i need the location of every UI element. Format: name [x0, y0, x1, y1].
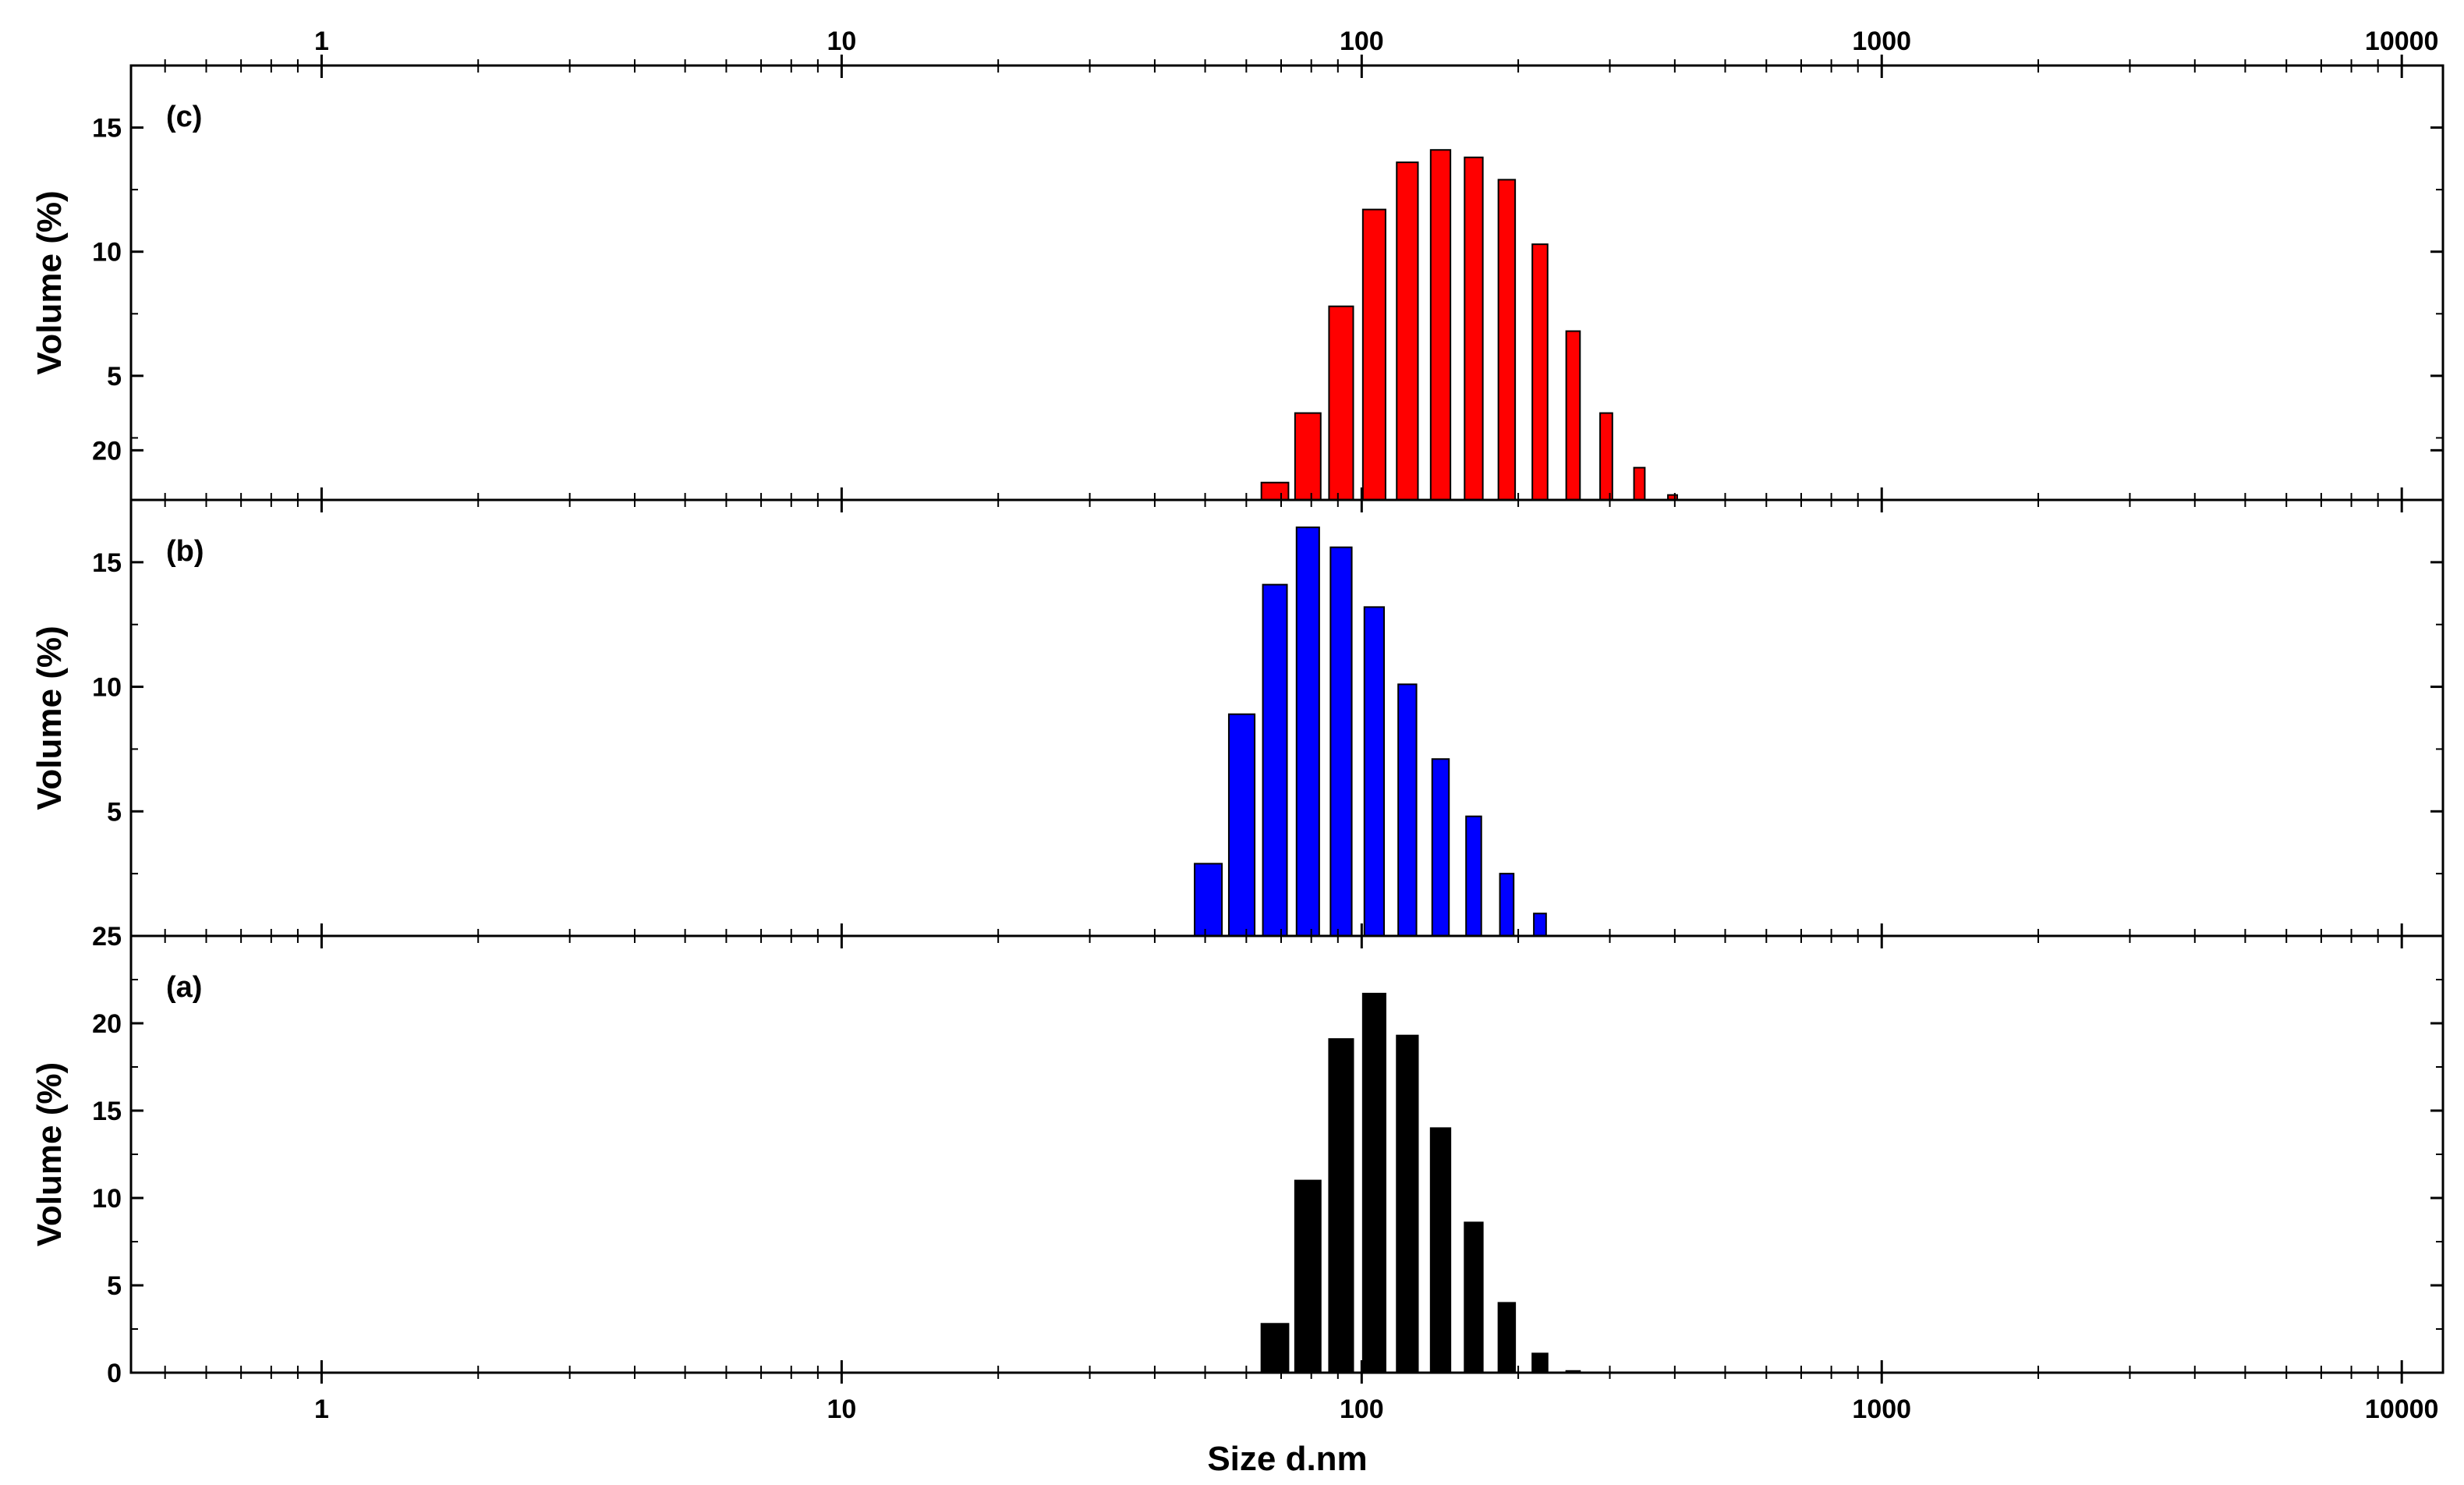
bar-a-1: [1294, 1179, 1322, 1373]
bar-c-8: [1531, 243, 1549, 501]
bar-b-2: [1262, 583, 1288, 937]
bar-c-3: [1361, 208, 1386, 501]
x-tick-label-top: 10: [827, 27, 856, 56]
x-tick-label: 10: [827, 1395, 856, 1424]
bar-a-3: [1361, 992, 1386, 1374]
bar-b-9: [1499, 873, 1515, 937]
y-axis-title: Volume (%): [30, 190, 69, 374]
x-tick-label: 10000: [2365, 1395, 2439, 1424]
bar-c-1: [1294, 412, 1322, 501]
y-tick-label: 25: [92, 922, 122, 952]
y-tick-label: 20: [92, 436, 122, 466]
bar-a-7: [1497, 1302, 1517, 1374]
bar-a-5: [1429, 1127, 1452, 1374]
y-tick-label: 10: [92, 238, 122, 268]
bar-c-0: [1260, 481, 1290, 501]
panel-frame-a: [129, 934, 2445, 1374]
x-tick-label: 100: [1340, 1395, 1384, 1424]
y-tick-label: 15: [92, 548, 122, 578]
panel-label-a: (a): [166, 971, 202, 1004]
bar-c-5: [1429, 149, 1452, 501]
x-tick-label-top: 1000: [1852, 27, 1911, 56]
y-tick-label: 10: [92, 1184, 122, 1214]
bar-a-8: [1531, 1352, 1549, 1373]
bar-b-8: [1465, 815, 1482, 937]
bar-a-6: [1464, 1221, 1484, 1373]
y-tick-label: 20: [92, 1009, 122, 1039]
bar-c-7: [1497, 179, 1517, 501]
panel-frame-c: [129, 64, 2445, 501]
y-tick-label: 15: [92, 114, 122, 144]
y-tick-label: 10: [92, 673, 122, 703]
bar-a-0: [1260, 1323, 1290, 1374]
x-tick-label-top: 10000: [2365, 27, 2439, 56]
bar-b-10: [1533, 913, 1547, 937]
x-tick-label: 1000: [1852, 1395, 1911, 1424]
bar-c-2: [1328, 305, 1354, 501]
x-tick-label: 1: [314, 1395, 329, 1424]
bar-c-10: [1599, 412, 1613, 501]
bar-c-4: [1396, 161, 1419, 501]
y-axis-title: Volume (%): [30, 1062, 69, 1246]
bar-b-4: [1329, 546, 1353, 937]
y-tick-label: 15: [92, 1097, 122, 1126]
y-tick-label: 5: [107, 362, 122, 392]
bar-c-9: [1565, 330, 1581, 501]
y-tick-label: 0: [107, 1359, 122, 1388]
y-tick-label: 5: [107, 797, 122, 827]
bar-c-6: [1464, 156, 1484, 501]
bar-b-3: [1295, 526, 1320, 937]
panel-label-b: (b): [166, 535, 204, 568]
x-axis-title: Size d.nm: [1207, 1440, 1367, 1478]
y-tick-label: 5: [107, 1271, 122, 1301]
bar-b-1: [1227, 713, 1256, 937]
bar-a-4: [1396, 1034, 1419, 1374]
x-tick-label-top: 1: [314, 27, 329, 56]
bar-c-11: [1633, 466, 1646, 501]
bar-b-6: [1397, 683, 1418, 937]
bar-b-7: [1431, 758, 1450, 937]
bar-b-0: [1194, 863, 1223, 937]
x-tick-label-top: 100: [1340, 27, 1384, 56]
y-axis-title: Volume (%): [30, 626, 69, 810]
panel-label-c: (c): [166, 101, 202, 133]
bar-b-5: [1363, 606, 1386, 937]
bar-a-2: [1328, 1038, 1354, 1374]
